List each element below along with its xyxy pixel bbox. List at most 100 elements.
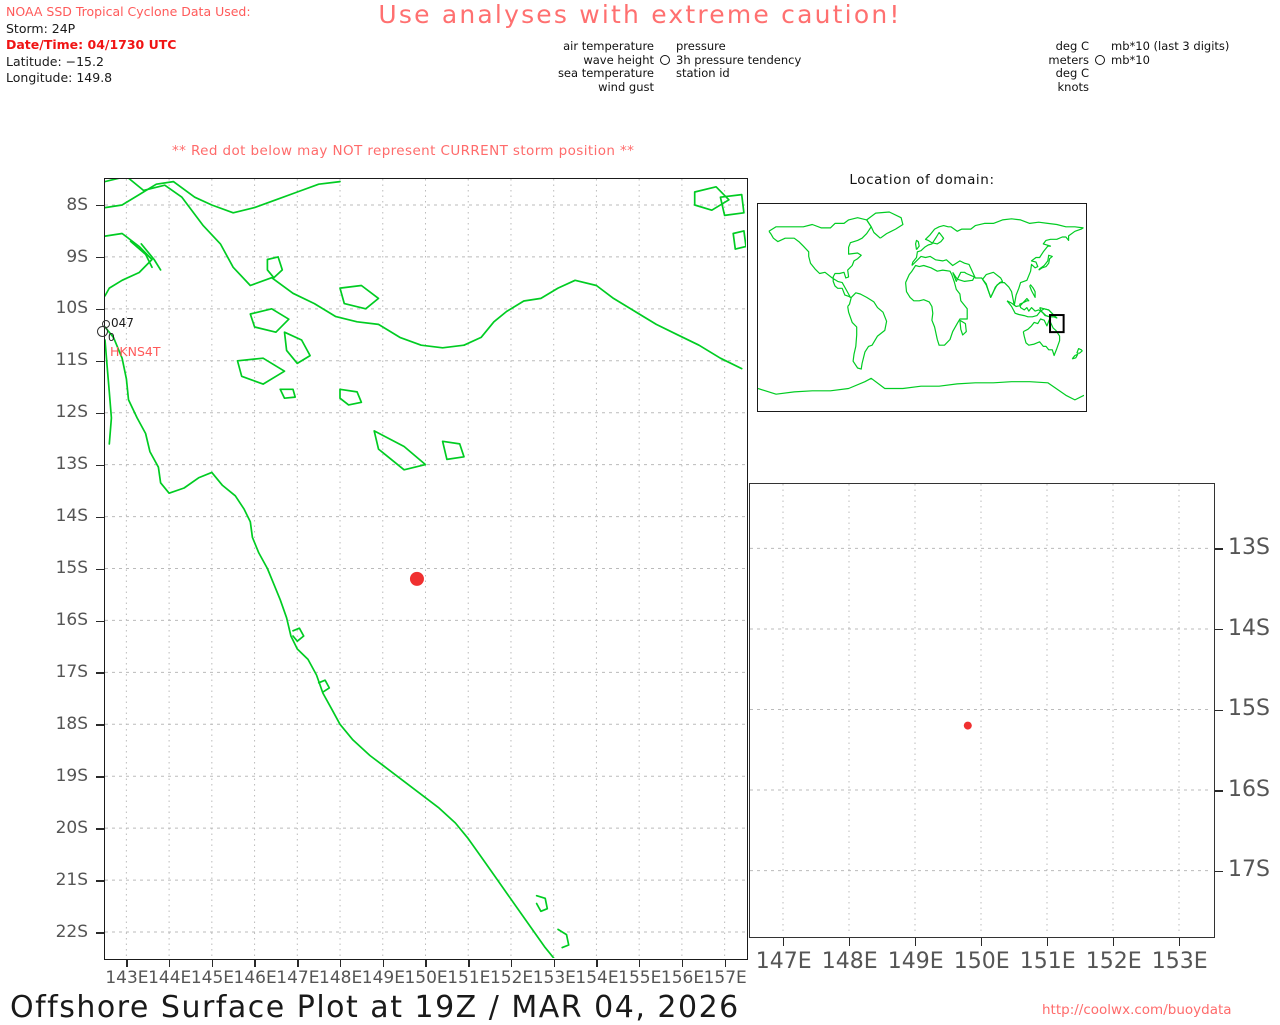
legend-row: knots [975,79,1225,95]
legend-left-label: wind gust [598,79,654,94]
latitude-tick [96,308,104,311]
latitude-tick [96,828,104,830]
latitude-tick-label: 19S [55,765,88,786]
latitude-tick [1215,870,1223,873]
latitude-tick-label: 15S [1228,696,1270,722]
plot-title: Offshore Surface Plot at 19Z / MAR 04, 2… [10,990,740,1025]
zoom-map-panel[interactable] [749,483,1215,938]
longitude-tick [724,960,726,967]
latitude-tick [96,257,104,259]
station-sea-temperature-value: 0 [108,332,115,344]
zoom-map-canvas [750,484,1212,935]
latitude-tick-label: 14S [55,506,88,527]
latitude-tick [96,464,104,467]
legend-row: sea temperature station id [520,66,810,81]
longitude-tick-label: 156E [660,968,705,988]
legend-row: wave height 3h pressure tendency [520,52,810,68]
latitude-tick [96,880,104,882]
latitude-tick-label: 8S [66,194,88,215]
station-tendency-circle-icon [102,320,110,328]
latitude-tick-label: 10S [55,298,88,319]
legend-right-label: mb*10 [1111,52,1150,67]
red-dot-disclaimer: ** Red dot below may NOT represent CURRE… [172,143,635,159]
station-circle-icon [1095,54,1105,65]
latitude-tick [1215,548,1223,550]
longitude-tick-label: 155E [618,968,662,988]
latitude-line: Latitude: −15.2 [6,53,104,69]
latitude-tick-label: 14S [1228,615,1270,641]
latitude-tick [96,932,104,934]
main-map-canvas [105,179,746,958]
longitude-tick-label: 157E [703,968,747,988]
latitude-tick-label: 17S [1228,857,1270,883]
world-location-inset[interactable] [757,203,1087,412]
main-map-panel[interactable] [104,178,748,960]
longitude-tick [169,960,171,967]
longitude-tick-label: 148E [319,968,363,988]
longitude-tick [914,938,917,946]
longitude-tick [848,938,851,946]
longitude-tick [425,960,427,967]
latitude-tick-label: 21S [55,869,88,890]
longitude-tick-label: 153E [1151,949,1208,974]
longitude-tick [1046,938,1049,946]
legend-row: deg C [975,66,1225,81]
caution-banner: Use analyses with extreme caution! [378,0,902,29]
longitude-tick [468,960,470,967]
station-pressure-value: 047 [111,316,134,330]
longitude-tick-label: 150E [404,968,448,988]
legend-right-label: pressure [676,39,726,53]
longitude-tick [782,938,785,946]
longitude-tick-label: 152E [1085,949,1142,974]
legend-left-label: meters [1048,52,1089,67]
latitude-tick-label: 13S [55,454,88,475]
longitude-tick [297,960,299,967]
longitude-line: Longitude: 149.8 [6,70,113,85]
legend-left-label: deg C [1055,39,1089,53]
longitude-tick-label: 145E [190,968,235,988]
longitude-tick [681,960,684,967]
legend-right-label: 3h pressure tendency [676,52,802,67]
latitude-tick-label: 22S [55,921,88,942]
longitude-tick-label: 151E [1019,949,1076,974]
legend-row: air temperature pressure [520,39,810,54]
station-model-parameter-legend: air temperature pressure wave height 3h … [520,39,810,95]
station-observation-plot[interactable]: 047 0 HKNS4T [92,316,242,364]
latitude-tick-label: 15S [55,558,88,579]
latitude-tick [96,412,104,415]
legend-right-label: mb*10 (last 3 digits) [1111,39,1230,53]
latitude-tick-label: 13S [1228,535,1270,561]
longitude-tick-label: 143E [105,968,149,988]
longitude-tick-label: 150E [953,949,1010,974]
legend-left-label: deg C [1055,66,1089,80]
latitude-tick-label: 9S [66,246,88,267]
latitude-tick-label: 18S [55,713,88,734]
latitude-tick [96,568,104,570]
domain-inset-caption: Location of domain: [849,172,995,188]
legend-left-label: wave height [583,52,654,67]
legend-left-label: knots [1057,79,1090,94]
legend-left-label: sea temperature [557,66,654,80]
longitude-tick [596,960,598,967]
latitude-tick-label: 20S [55,817,88,838]
latitude-tick-label: 16S [1228,776,1270,802]
latitude-tick-label: 11S [55,350,88,371]
source-url-link[interactable]: http://coolwx.com/buoydata [1042,1002,1232,1018]
station-circle-icon [660,54,670,65]
longitude-tick-label: 151E [447,968,491,988]
legend-row: deg C mb*10 (last 3 digits) [975,39,1230,54]
latitude-tick [96,360,104,363]
longitude-tick [510,960,513,967]
longitude-tick [211,960,214,967]
longitude-tick [382,960,385,967]
legend-row: wind gust [520,79,810,95]
longitude-tick [1178,938,1181,946]
longitude-tick-label: 149E [361,968,405,988]
longitude-tick-label: 147E [755,949,812,974]
legend-left-label: air temperature [563,39,654,53]
datetime-line: Date/Time: 04/1730 UTC [6,37,177,52]
longitude-tick [254,960,256,967]
noaa-source-line: NOAA SSD Tropical Cyclone Data Used: [6,4,251,19]
storm-id-line: Storm: 24P [6,20,76,36]
longitude-tick-label: 149E [887,949,944,974]
